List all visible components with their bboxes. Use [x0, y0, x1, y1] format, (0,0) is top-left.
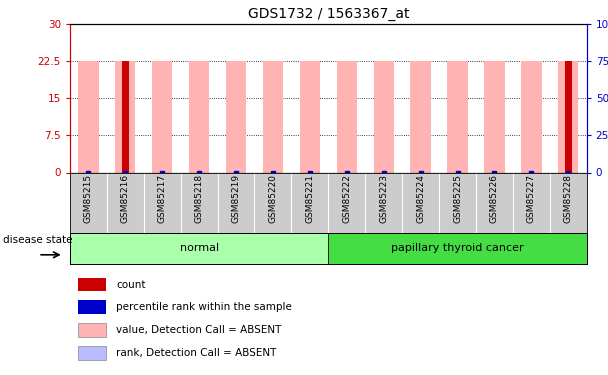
Bar — [78, 62, 98, 172]
Text: GSM85220: GSM85220 — [269, 174, 277, 223]
Text: GSM85218: GSM85218 — [195, 174, 204, 223]
Bar — [226, 62, 246, 172]
Text: GSM85227: GSM85227 — [527, 174, 536, 223]
Text: GSM85225: GSM85225 — [453, 174, 462, 223]
Text: percentile rank within the sample: percentile rank within the sample — [117, 302, 292, 312]
Bar — [300, 62, 320, 172]
Bar — [115, 62, 136, 172]
Text: GSM85216: GSM85216 — [121, 174, 130, 223]
Text: GSM85228: GSM85228 — [564, 174, 573, 223]
Text: GSM85224: GSM85224 — [416, 174, 425, 223]
Bar — [78, 323, 106, 337]
Text: GSM85222: GSM85222 — [342, 174, 351, 223]
Bar — [373, 62, 394, 172]
Title: GDS1732 / 1563367_at: GDS1732 / 1563367_at — [247, 7, 409, 21]
Bar — [70, 232, 328, 264]
Bar — [410, 62, 430, 172]
Bar — [189, 62, 209, 172]
Text: GSM85219: GSM85219 — [232, 174, 241, 223]
Bar — [122, 62, 129, 172]
Text: GSM85221: GSM85221 — [305, 174, 314, 223]
Bar — [521, 62, 542, 172]
Text: rank, Detection Call = ABSENT: rank, Detection Call = ABSENT — [117, 348, 277, 358]
Text: count: count — [117, 279, 146, 290]
Bar — [565, 62, 572, 172]
Bar — [78, 300, 106, 314]
Bar — [558, 62, 578, 172]
Text: value, Detection Call = ABSENT: value, Detection Call = ABSENT — [117, 325, 282, 335]
Bar — [485, 62, 505, 172]
Text: GSM85226: GSM85226 — [490, 174, 499, 223]
Bar — [78, 346, 106, 360]
Text: GSM85215: GSM85215 — [84, 174, 93, 223]
Text: normal: normal — [179, 243, 219, 254]
Bar — [337, 62, 357, 172]
Text: disease state: disease state — [3, 236, 72, 246]
Text: GSM85223: GSM85223 — [379, 174, 388, 223]
Text: GSM85217: GSM85217 — [157, 174, 167, 223]
Bar — [263, 62, 283, 172]
Bar — [78, 278, 106, 291]
Bar — [328, 232, 587, 264]
Text: papillary thyroid cancer: papillary thyroid cancer — [391, 243, 524, 254]
Bar — [447, 62, 468, 172]
Bar — [152, 62, 172, 172]
